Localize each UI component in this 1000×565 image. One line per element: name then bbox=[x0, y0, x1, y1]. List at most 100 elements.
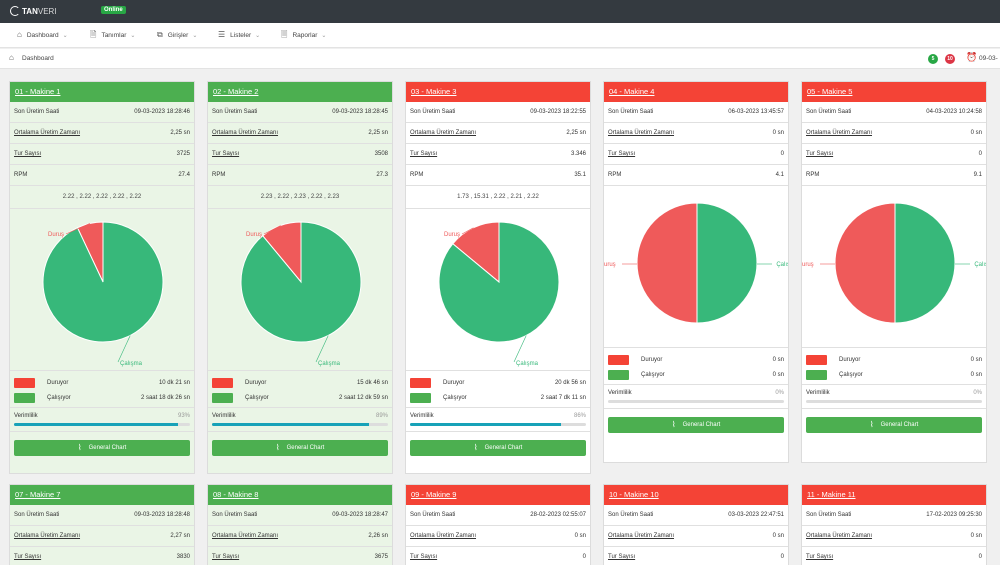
chevron-down-icon: ⌄ bbox=[62, 32, 68, 39]
avg-production-row: Ortalama Üretim Zamanı 0 sn bbox=[802, 123, 986, 144]
stopped-time: 15 dk 46 sn bbox=[356, 379, 388, 386]
avg-production-label[interactable]: Ortalama Üretim Zamanı bbox=[410, 130, 477, 136]
machine-card-header[interactable]: 01 - Makine 1 bbox=[10, 82, 194, 102]
home-icon[interactable]: ⌂ bbox=[9, 53, 14, 62]
avg-production-label[interactable]: Ortalama Üretim Zamanı bbox=[608, 533, 675, 539]
tour-count-value: 0 bbox=[978, 151, 982, 157]
efficiency-label: Verimlilik bbox=[212, 413, 236, 419]
running-swatch[interactable] bbox=[212, 392, 233, 403]
stopped-swatch[interactable] bbox=[212, 377, 233, 388]
avg-production-label[interactable]: Ortalama Üretim Zamanı bbox=[14, 533, 81, 539]
machine-title-link[interactable]: 08 - Makine 8 bbox=[213, 490, 259, 499]
efficiency-bar bbox=[806, 400, 982, 403]
machine-card-header[interactable]: 07 - Makine 7 bbox=[10, 485, 194, 505]
tour-count-label[interactable]: Tur Sayısı bbox=[410, 151, 438, 157]
pulse-icon: ⌇ bbox=[473, 443, 478, 452]
pie-slice-running[interactable] bbox=[240, 221, 362, 343]
machine-card-header[interactable]: 11 - Makine 11 bbox=[802, 485, 986, 505]
machine-card-header[interactable]: 05 - Makine 5 bbox=[802, 82, 986, 102]
avg-production-label[interactable]: Ortalama Üretim Zamanı bbox=[806, 533, 873, 539]
machine-card-header[interactable]: 04 - Makine 4 bbox=[604, 82, 788, 102]
rpm-row: RPM 27.4 bbox=[10, 165, 194, 186]
efficiency-section: Verimlilik 86% bbox=[406, 408, 590, 432]
tour-count-label[interactable]: Tur Sayısı bbox=[608, 554, 636, 560]
general-chart-button[interactable]: ⌇ General Chart bbox=[14, 440, 190, 456]
nav-girisler[interactable]: ⧉ Girişler ⌄ bbox=[157, 31, 197, 39]
legend-running: Çalışıyor 2 saat 12 dk 59 sn bbox=[212, 390, 388, 405]
pie-slice-running[interactable] bbox=[438, 221, 560, 343]
stopped-swatch[interactable] bbox=[14, 377, 35, 388]
legend-running-label: Çalışıyor bbox=[839, 371, 863, 378]
stopped-swatch[interactable] bbox=[608, 354, 629, 365]
nav-tanimlar[interactable]: 🗎 Tanımlar ⌄ bbox=[90, 31, 135, 39]
running-swatch[interactable] bbox=[410, 392, 431, 403]
pie-slice-running[interactable] bbox=[696, 202, 758, 324]
legend-running: Çalışıyor 2 saat 18 dk 26 sn bbox=[14, 390, 190, 405]
machine-card-header[interactable]: 02 - Makine 2 bbox=[208, 82, 392, 102]
pie-label-running-leader bbox=[315, 335, 329, 363]
rpm-row: RPM 35.1 bbox=[406, 165, 590, 186]
machine-card-header[interactable]: 03 - Makine 3 bbox=[406, 82, 590, 102]
pie-slice-running[interactable] bbox=[894, 202, 956, 324]
tour-count-label[interactable]: Tur Sayısı bbox=[806, 554, 834, 560]
tour-count-label[interactable]: Tur Sayısı bbox=[410, 554, 438, 560]
tour-count-label[interactable]: Tur Sayısı bbox=[14, 554, 42, 560]
rpm-label: RPM bbox=[212, 172, 226, 178]
general-chart-button[interactable]: ⌇ General Chart bbox=[608, 417, 784, 433]
pie-label-running-leader bbox=[117, 335, 131, 363]
nav-raporlar-label: Raporlar bbox=[292, 31, 318, 39]
pie-label-stopped: uruş bbox=[604, 262, 616, 268]
tour-count-label[interactable]: Tur Sayısı bbox=[806, 151, 834, 157]
machine-title-link[interactable]: 04 - Makine 4 bbox=[609, 87, 655, 96]
pie-label-stopped: Duruş bbox=[444, 232, 460, 238]
last-production-value: 09-03-2023 18:28:48 bbox=[134, 512, 190, 518]
tour-count-label[interactable]: Tur Sayısı bbox=[212, 151, 240, 157]
running-swatch[interactable] bbox=[608, 369, 629, 380]
running-swatch[interactable] bbox=[806, 369, 827, 380]
pie-slice-stopped[interactable] bbox=[834, 202, 896, 324]
machine-card-header[interactable]: 10 - Makine 10 bbox=[604, 485, 788, 505]
avg-production-label[interactable]: Ortalama Üretim Zamanı bbox=[212, 130, 279, 136]
breadcrumb-label[interactable]: Dashboard bbox=[22, 55, 54, 62]
machine-card-header[interactable]: 09 - Makine 9 bbox=[406, 485, 590, 505]
nav-raporlar[interactable]: 🗏 Raporlar ⌄ bbox=[281, 31, 326, 39]
legend-stopped: Duruyor 10 dk 21 sn bbox=[14, 375, 190, 390]
machine-title-link[interactable]: 03 - Makine 3 bbox=[411, 87, 457, 96]
machine-title-link[interactable]: 02 - Makine 2 bbox=[213, 87, 259, 96]
pie-slice-stopped[interactable] bbox=[636, 202, 698, 324]
machine-title-link[interactable]: 10 - Makine 10 bbox=[609, 490, 659, 499]
avg-production-label[interactable]: Ortalama Üretim Zamanı bbox=[14, 130, 81, 136]
machine-title-link[interactable]: 01 - Makine 1 bbox=[15, 87, 61, 96]
nav-listeler[interactable]: ☰ Listeler ⌄ bbox=[218, 31, 260, 39]
stopped-swatch[interactable] bbox=[410, 377, 431, 388]
stopped-swatch[interactable] bbox=[806, 354, 827, 365]
cycle-time-sequence: 2.22 , 2.22 , 2.22 , 2.22 , 2.22 bbox=[10, 186, 194, 209]
avg-production-label[interactable]: Ortalama Üretim Zamanı bbox=[410, 533, 477, 539]
nav-dashboard[interactable]: ⌂ Dashboard ⌄ bbox=[17, 31, 68, 39]
tour-count-value: 0 bbox=[978, 554, 982, 560]
avg-production-label[interactable]: Ortalama Üretim Zamanı bbox=[806, 130, 873, 136]
machine-card-header[interactable]: 08 - Makine 8 bbox=[208, 485, 392, 505]
tour-count-row: Tur Sayısı 0 bbox=[604, 547, 788, 565]
tour-count-label[interactable]: Tur Sayısı bbox=[608, 151, 636, 157]
rpm-label: RPM bbox=[608, 172, 622, 178]
machine-card: 10 - Makine 10 Son Üretim Saati 03-03-2023… bbox=[603, 484, 789, 565]
avg-production-label[interactable]: Ortalama Üretim Zamanı bbox=[608, 130, 675, 136]
tour-count-label[interactable]: Tur Sayısı bbox=[14, 151, 42, 157]
efficiency-label: Verimlilik bbox=[806, 390, 830, 396]
tour-count-label[interactable]: Tur Sayısı bbox=[212, 554, 240, 560]
machine-title-link[interactable]: 05 - Makine 5 bbox=[807, 87, 853, 96]
general-chart-button[interactable]: ⌇ General Chart bbox=[410, 440, 586, 456]
running-swatch[interactable] bbox=[14, 392, 35, 403]
machine-title-link[interactable]: 07 - Makine 7 bbox=[15, 490, 61, 499]
brand-logo[interactable]: TAN VERI bbox=[10, 6, 57, 16]
legend-stopped-label: Duruyor bbox=[47, 379, 69, 386]
general-chart-button[interactable]: ⌇ General Chart bbox=[212, 440, 388, 456]
pie-slice-running[interactable] bbox=[42, 221, 164, 343]
general-chart-button[interactable]: ⌇ General Chart bbox=[806, 417, 982, 433]
pulse-icon: ⌇ bbox=[275, 443, 280, 452]
avg-production-label[interactable]: Ortalama Üretim Zamanı bbox=[212, 533, 279, 539]
machine-title-link[interactable]: 11 - Makine 11 bbox=[807, 490, 856, 499]
last-production-value: 09-03-2023 18:28:46 bbox=[134, 109, 190, 115]
machine-title-link[interactable]: 09 - Makine 9 bbox=[411, 490, 457, 499]
